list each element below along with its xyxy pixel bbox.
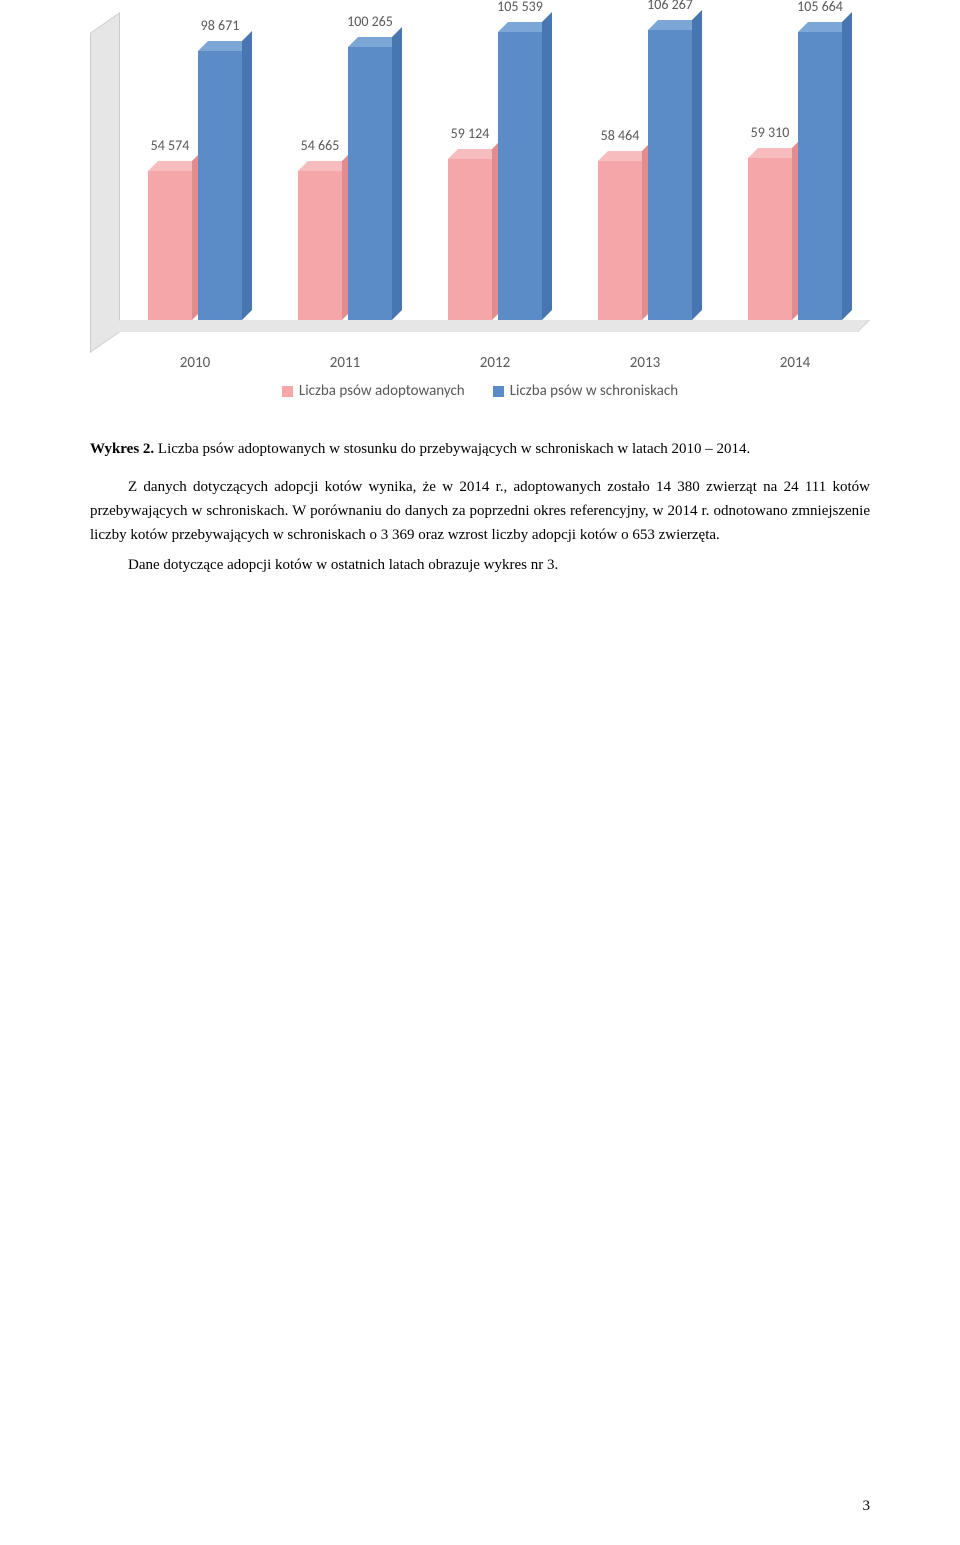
legend-swatch bbox=[493, 386, 504, 397]
bar: 98 671 bbox=[198, 51, 242, 320]
bar-value-label: 59 310 bbox=[751, 124, 790, 141]
xaxis-label: 2010 bbox=[145, 354, 245, 372]
paragraph-2: Dane dotyczące adopcji kotów w ostatnich… bbox=[90, 553, 870, 577]
bar: 59 310 bbox=[748, 158, 792, 320]
bar-value-label: 58 464 bbox=[601, 127, 640, 144]
paragraph-1: Z danych dotyczących adopcji kotów wynik… bbox=[90, 475, 870, 547]
xaxis-label: 2012 bbox=[445, 354, 545, 372]
bar-group: 54 665100 265 bbox=[298, 47, 392, 320]
bar-value-label: 54 574 bbox=[151, 137, 190, 154]
bar-value-label: 59 124 bbox=[451, 125, 490, 142]
chart-caption: Wykres 2. Liczba psów adoptowanych w sto… bbox=[90, 438, 870, 461]
dogs-adoption-chart: 54 57498 67154 665100 26559 124105 53958… bbox=[90, 0, 870, 412]
bar: 100 265 bbox=[348, 47, 392, 320]
bar-group: 58 464106 267 bbox=[598, 30, 692, 320]
body-text: Z danych dotyczących adopcji kotów wynik… bbox=[90, 475, 870, 577]
xaxis-label: 2011 bbox=[295, 354, 395, 372]
caption-prefix: Wykres 2. bbox=[90, 441, 158, 457]
bar-group: 59 310105 664 bbox=[748, 32, 842, 320]
bar-value-label: 105 539 bbox=[497, 0, 543, 15]
legend-swatch bbox=[282, 386, 293, 397]
bar: 54 665 bbox=[298, 171, 342, 320]
bar: 54 574 bbox=[148, 171, 192, 320]
chart-plot: 54 57498 67154 665100 26559 124105 53958… bbox=[120, 20, 870, 320]
bar-value-label: 100 265 bbox=[347, 13, 393, 30]
legend-item: Liczba psów w schroniskach bbox=[493, 382, 678, 400]
chart-legend: Liczba psów adoptowanych Liczba psów w sc… bbox=[90, 380, 870, 412]
bar-value-label: 54 665 bbox=[301, 137, 340, 154]
bar: 105 664 bbox=[798, 32, 842, 320]
caption-text: Liczba psów adoptowanych w stosunku do p… bbox=[158, 441, 750, 457]
page-number: 3 bbox=[863, 1498, 871, 1515]
xaxis-label: 2014 bbox=[745, 354, 845, 372]
bar: 106 267 bbox=[648, 30, 692, 320]
bar-value-label: 105 664 bbox=[797, 0, 843, 15]
chart-axis-wall bbox=[90, 12, 120, 353]
bar: 58 464 bbox=[598, 161, 642, 320]
bar-value-label: 106 267 bbox=[647, 0, 693, 13]
bar: 105 539 bbox=[498, 32, 542, 320]
bar: 59 124 bbox=[448, 159, 492, 320]
bar-group: 59 124105 539 bbox=[448, 32, 542, 320]
chart-axis-floor bbox=[108, 320, 870, 332]
legend-label: Liczba psów w schroniskach bbox=[510, 382, 678, 400]
legend-label: Liczba psów adoptowanych bbox=[299, 382, 465, 400]
bar-value-label: 98 671 bbox=[201, 17, 240, 34]
legend-item: Liczba psów adoptowanych bbox=[282, 382, 465, 400]
bar-group: 54 57498 671 bbox=[148, 51, 242, 320]
xaxis-label: 2013 bbox=[595, 354, 695, 372]
chart-xaxis: 2010 2011 2012 2013 2014 bbox=[120, 354, 870, 372]
